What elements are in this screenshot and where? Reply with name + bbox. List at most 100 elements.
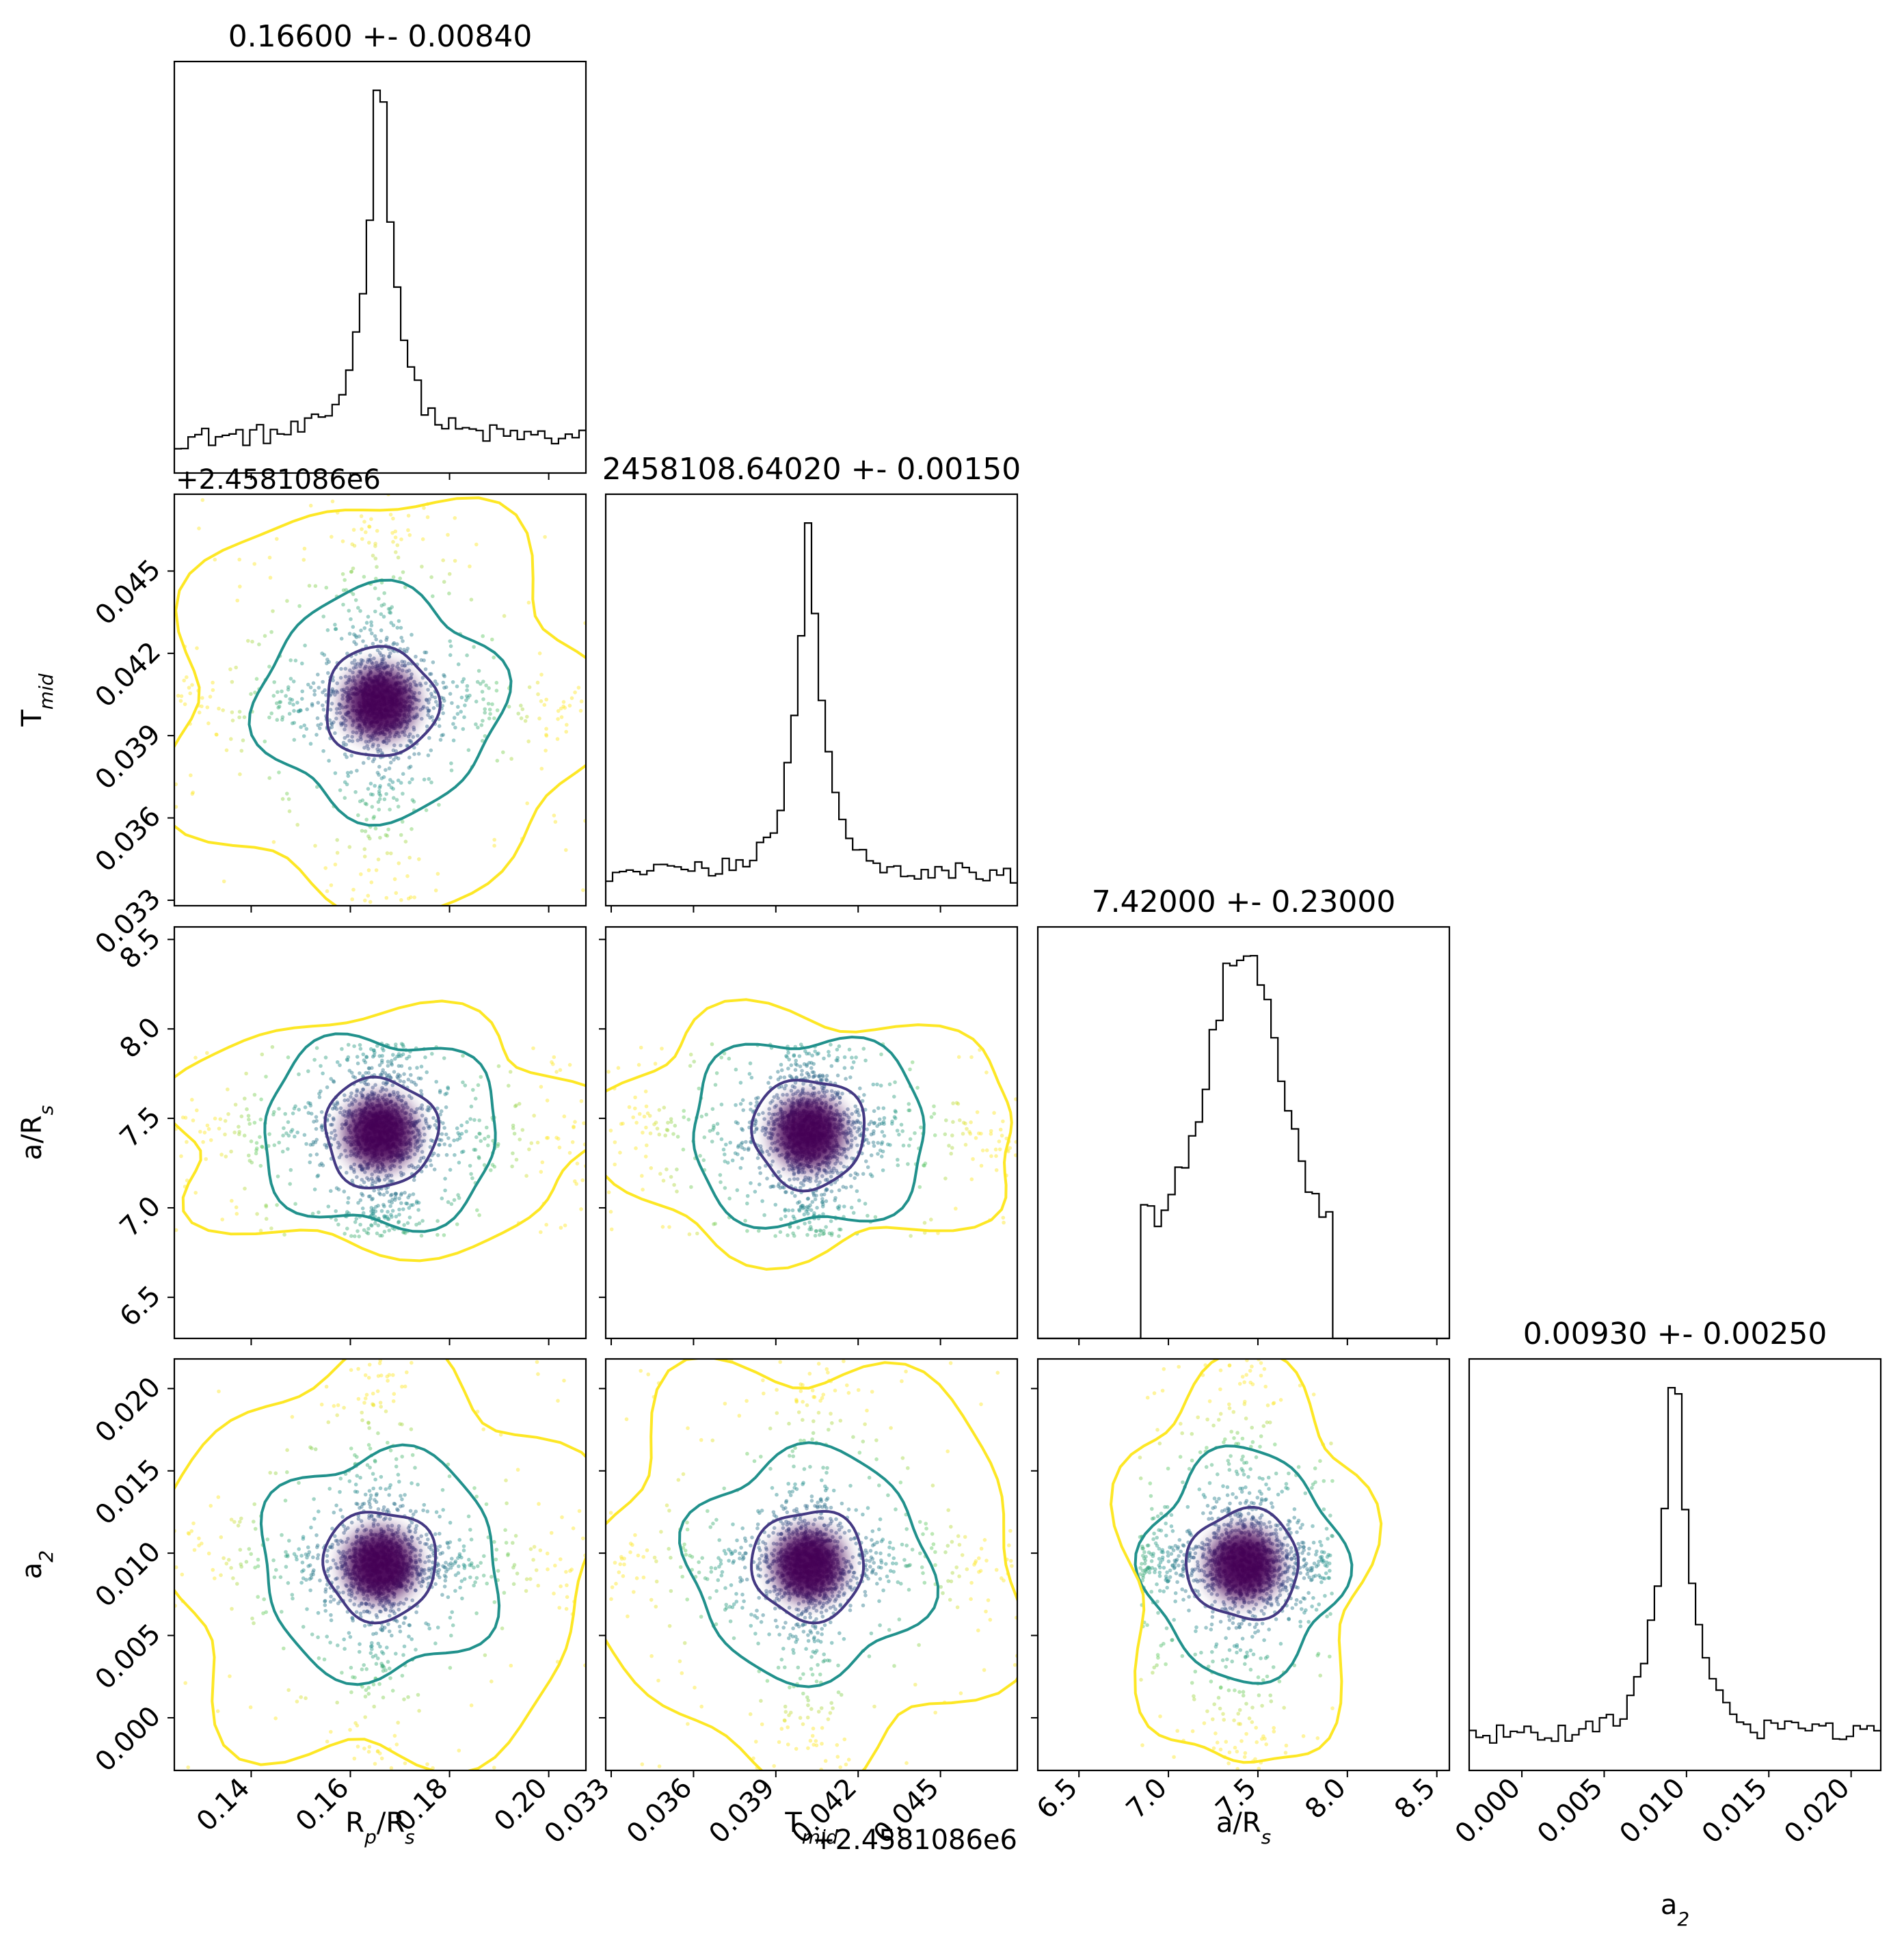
scatter-point <box>740 1156 745 1161</box>
scatter-point <box>469 597 474 602</box>
scatter-point <box>675 1135 680 1139</box>
scatter-point <box>381 740 386 744</box>
scatter-point <box>427 697 431 701</box>
scatter-point <box>330 499 335 504</box>
scatter-point <box>358 1198 363 1202</box>
scatter-point <box>770 1184 775 1189</box>
scatter-point <box>375 747 379 751</box>
scatter-point <box>372 757 377 761</box>
scatter-point <box>827 1231 832 1236</box>
scatter-point <box>350 542 354 546</box>
scatter-point <box>366 1095 370 1099</box>
scatter-point <box>356 1517 361 1521</box>
scatter-point <box>334 1103 338 1108</box>
scatter-point <box>950 1133 954 1137</box>
scatter-point <box>401 792 405 796</box>
scatter-point <box>736 1144 741 1148</box>
scatter-point <box>317 1092 321 1096</box>
scatter-point <box>456 1131 460 1135</box>
scatter-point <box>802 1170 807 1174</box>
scatter-point <box>340 572 345 576</box>
scatter-point <box>374 576 378 581</box>
scatter-point <box>759 1147 763 1151</box>
scatter-point <box>224 748 229 753</box>
scatter-point <box>857 1113 861 1118</box>
scatter-point <box>420 716 424 721</box>
scatter-point <box>456 662 461 666</box>
scatter-point <box>316 723 321 727</box>
scatter-point <box>393 529 398 534</box>
scatter-point <box>238 772 242 777</box>
scatter-point <box>360 1178 364 1182</box>
scatter-point <box>373 1762 377 1766</box>
scatter-point <box>385 1215 389 1219</box>
scatter-point <box>570 1140 575 1144</box>
scatter-point <box>349 1070 354 1075</box>
scatter-point <box>371 1207 376 1211</box>
scatter-point <box>368 628 373 632</box>
scatter-point <box>230 718 235 723</box>
scatter-point <box>375 565 379 569</box>
scatter-point <box>329 1618 334 1623</box>
scatter-point <box>373 1169 377 1174</box>
scatter-point <box>368 1446 373 1451</box>
scatter-point <box>749 1140 753 1144</box>
scatter-point <box>350 735 354 739</box>
scatter-point <box>842 1055 847 1060</box>
scatter-point <box>356 1200 360 1205</box>
scatter-point <box>812 1091 817 1096</box>
scatter-point <box>397 1607 401 1612</box>
scatter-point <box>851 1060 856 1064</box>
scatter-point <box>335 1539 340 1543</box>
scatter-point <box>405 669 409 673</box>
scatter-point <box>352 658 357 662</box>
scatter-point <box>425 698 429 703</box>
scatter-point <box>517 1102 522 1106</box>
scatter-point <box>431 1139 435 1144</box>
scatter-point <box>822 1056 826 1061</box>
scatter-point <box>351 592 356 596</box>
scatter-point <box>366 1226 371 1231</box>
scatter-point <box>922 1163 926 1168</box>
scatter-point <box>849 1145 853 1149</box>
scatter-point <box>803 1175 807 1180</box>
scatter-point <box>609 1227 614 1232</box>
scatter-point <box>457 1749 461 1753</box>
scatter-point <box>185 1140 189 1144</box>
scatter-point <box>422 1126 426 1131</box>
scatter-point <box>792 1177 796 1181</box>
scatter-point <box>787 1057 791 1062</box>
scatter-point <box>644 1104 649 1109</box>
scatter-point <box>397 619 401 623</box>
scatter-point <box>997 1140 1002 1144</box>
scatter-point <box>396 1094 401 1098</box>
scatter-point <box>364 1082 368 1087</box>
scatter-point <box>415 1107 419 1111</box>
scatter-point <box>820 1078 824 1082</box>
scatter-point <box>377 1178 381 1183</box>
scatter-point <box>777 1170 781 1174</box>
scatter-point <box>339 723 344 727</box>
scatter-point <box>418 1077 423 1081</box>
scatter-point <box>269 1226 273 1230</box>
scatter-point <box>792 1085 797 1090</box>
scatter-point <box>349 770 353 774</box>
scatter-point <box>832 1096 836 1100</box>
scatter-point <box>315 1174 320 1178</box>
scatter-point <box>797 1167 802 1171</box>
scatter-point <box>645 1143 649 1148</box>
scatter-point <box>406 1526 411 1531</box>
scatter-point <box>466 1514 471 1519</box>
scatter-point <box>374 660 379 665</box>
scatter-point <box>409 1203 414 1207</box>
scatter-point <box>404 1597 409 1602</box>
scatter-point <box>847 1116 851 1120</box>
scatter-point <box>860 1098 865 1103</box>
scatter-point <box>769 1116 774 1120</box>
scatter-point <box>435 682 439 686</box>
scatter-point <box>379 604 384 608</box>
scatter-point <box>944 1118 948 1122</box>
scatter-point <box>781 1167 786 1172</box>
scatter-point <box>352 1170 356 1174</box>
scatter-point <box>451 738 456 742</box>
